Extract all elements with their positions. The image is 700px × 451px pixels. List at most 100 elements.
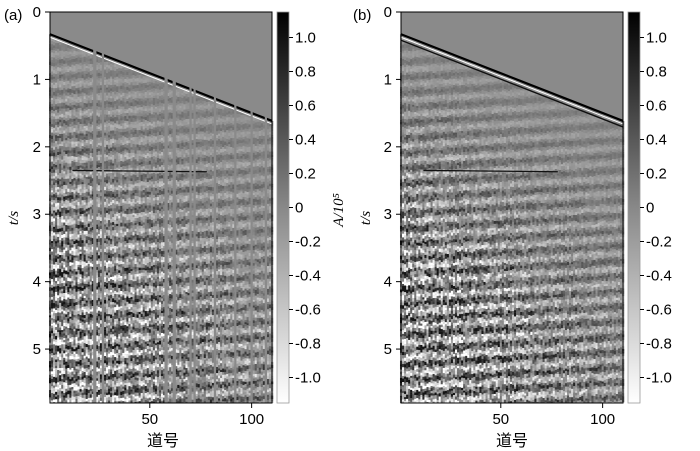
- trace-sample: [91, 133, 95, 138]
- trace-sample: [118, 112, 121, 116]
- trace-sample: [89, 89, 93, 92]
- trace-sample: [89, 188, 93, 191]
- trace-sample: [67, 299, 70, 303]
- trace-sample: [110, 246, 113, 251]
- trace-sample: [114, 312, 117, 316]
- trace-sample: [63, 127, 66, 131]
- trace-sample: [65, 147, 68, 151]
- trace-sample: [79, 160, 82, 164]
- trace-sample: [87, 291, 91, 295]
- trace-sample: [103, 292, 107, 296]
- trace-sample: [53, 271, 56, 274]
- trace-sample: [83, 394, 86, 399]
- trace-sample: [91, 219, 95, 223]
- trace-sample: [51, 37, 54, 42]
- trace-sample: [103, 279, 107, 283]
- trace-sample: [124, 123, 127, 127]
- trace-sample: [114, 339, 117, 343]
- trace-sample: [73, 262, 76, 267]
- trace-sample: [128, 105, 131, 108]
- trace-sample: [128, 165, 131, 169]
- trace-sample: [67, 77, 70, 81]
- trace-sample: [116, 315, 119, 319]
- trace-sample: [79, 175, 82, 179]
- trace-sample: [124, 63, 127, 68]
- trace-sample: [110, 321, 113, 326]
- trace-sample: [110, 360, 113, 363]
- trace-sample: [59, 275, 62, 279]
- trace-sample: [53, 374, 56, 377]
- trace-sample: [55, 319, 58, 323]
- trace-sample: [116, 143, 119, 148]
- trace-sample: [128, 375, 131, 378]
- trace-sample: [85, 324, 88, 328]
- trace-sample: [116, 360, 119, 364]
- trace-sample: [83, 375, 86, 378]
- trace-sample: [65, 260, 68, 263]
- trace-sample: [85, 122, 88, 126]
- trace-sample: [108, 110, 111, 115]
- trace-sample: [51, 348, 54, 351]
- trace-sample: [51, 281, 54, 285]
- trace-sample: [77, 198, 80, 202]
- trace-sample: [114, 307, 117, 311]
- trace-sample: [91, 113, 95, 116]
- trace-sample: [83, 365, 86, 369]
- trace-sample: [116, 164, 119, 168]
- trace-sample: [110, 253, 113, 256]
- trace-sample: [71, 296, 74, 299]
- trace-sample: [55, 389, 58, 392]
- trace-sample: [55, 332, 58, 336]
- trace-sample: [63, 310, 66, 314]
- trace-sample: [85, 84, 88, 89]
- trace-sample: [97, 165, 101, 168]
- trace-sample: [51, 132, 54, 136]
- trace-sample: [97, 377, 101, 382]
- trace-sample: [112, 146, 115, 150]
- trace-sample: [95, 183, 99, 188]
- trace-sample: [106, 135, 109, 139]
- trace-sample: [57, 152, 60, 156]
- trace-sample: [103, 61, 107, 65]
- trace-sample: [77, 279, 80, 283]
- trace-sample: [87, 260, 91, 265]
- trace-sample: [116, 86, 119, 90]
- trace-sample: [89, 385, 93, 389]
- trace-sample: [118, 272, 121, 275]
- trace-sample: [51, 128, 54, 133]
- trace-sample: [51, 82, 54, 85]
- trace-sample: [89, 53, 93, 56]
- trace-sample: [55, 348, 58, 352]
- trace-sample: [81, 110, 84, 114]
- trace-sample: [122, 381, 125, 384]
- trace-sample: [85, 70, 88, 74]
- trace-sample: [81, 309, 84, 313]
- trace-sample: [85, 368, 88, 372]
- trace-sample: [114, 204, 117, 209]
- trace-sample: [57, 172, 60, 175]
- trace-sample: [57, 316, 60, 319]
- trace-sample: [75, 55, 78, 58]
- trace-sample: [122, 219, 125, 224]
- trace-sample: [79, 300, 82, 304]
- trace-sample: [79, 391, 82, 395]
- trace-sample: [81, 74, 84, 79]
- trace-sample: [116, 171, 119, 174]
- trace-sample: [116, 198, 119, 202]
- trace-sample: [124, 133, 127, 138]
- trace-sample: [81, 274, 84, 279]
- trace-sample: [110, 162, 113, 166]
- trace-sample: [95, 149, 99, 153]
- trace-sample: [55, 238, 58, 242]
- trace-sample: [112, 316, 115, 319]
- trace-sample: [55, 101, 58, 105]
- trace-sample: [120, 62, 123, 66]
- trace-sample: [83, 392, 86, 395]
- trace-sample: [116, 389, 119, 393]
- trace-sample: [87, 131, 91, 134]
- trace-sample: [57, 46, 60, 49]
- trace-sample: [110, 90, 113, 94]
- trace-sample: [89, 397, 93, 402]
- trace-sample: [59, 184, 62, 188]
- trace-sample: [106, 106, 109, 110]
